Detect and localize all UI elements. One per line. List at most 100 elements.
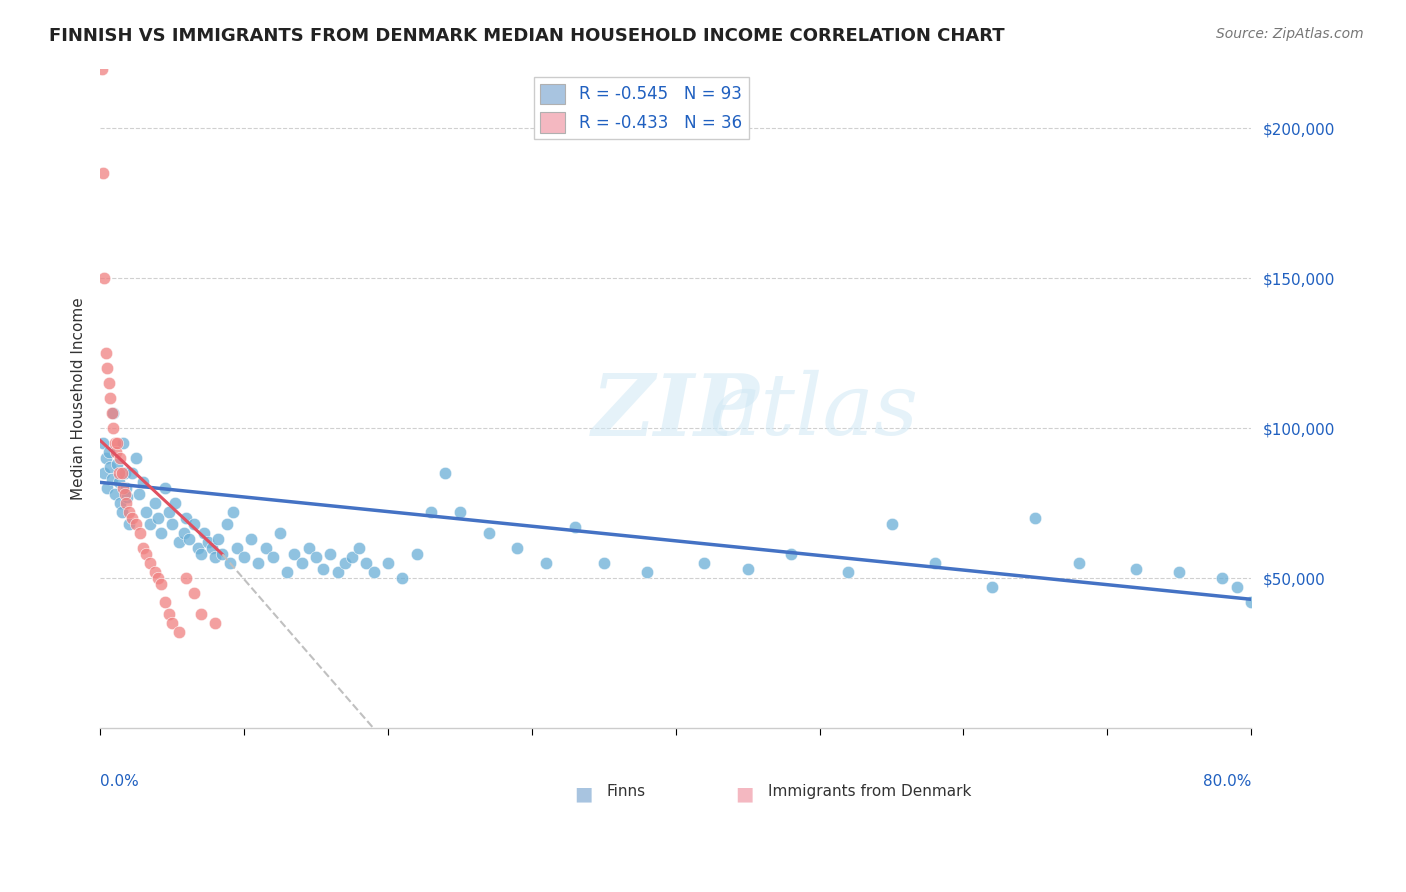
Point	[96, 361, 118, 376]
Point	[225, 541, 247, 556]
Point	[110, 451, 132, 466]
Point	[114, 467, 136, 481]
Point	[190, 607, 212, 622]
Point	[176, 511, 198, 525]
Point	[169, 535, 191, 549]
Point	[94, 451, 117, 466]
Text: atlas: atlas	[709, 370, 918, 453]
Point	[197, 535, 219, 549]
Point	[104, 445, 127, 459]
Point	[135, 547, 157, 561]
Point	[97, 445, 120, 459]
Point	[319, 547, 342, 561]
Point	[132, 541, 155, 556]
Point	[190, 547, 212, 561]
Point	[90, 62, 112, 76]
Point	[405, 547, 427, 561]
Point	[121, 467, 143, 481]
Point	[305, 550, 328, 565]
Point	[163, 496, 186, 510]
Point	[112, 481, 135, 495]
Point	[240, 533, 263, 547]
Point	[94, 346, 117, 360]
Point	[391, 571, 413, 585]
Point	[636, 566, 658, 580]
Point	[160, 517, 183, 532]
Point	[262, 550, 284, 565]
Point	[233, 550, 256, 565]
Point	[153, 595, 176, 609]
Point	[115, 496, 138, 510]
Text: 80.0%: 80.0%	[1204, 774, 1251, 789]
Point	[1125, 562, 1147, 576]
Point	[149, 577, 172, 591]
Point	[880, 517, 903, 532]
Point	[283, 547, 305, 561]
Point	[1067, 557, 1090, 571]
Point	[218, 557, 240, 571]
Point	[173, 526, 195, 541]
Point	[478, 526, 501, 541]
Point	[737, 562, 759, 576]
Point	[118, 517, 141, 532]
Point	[108, 467, 131, 481]
Point	[363, 566, 385, 580]
Point	[111, 505, 134, 519]
Point	[1024, 511, 1046, 525]
Point	[506, 541, 529, 556]
Point	[981, 580, 1004, 594]
Point	[149, 526, 172, 541]
Point	[101, 421, 124, 435]
Point	[105, 458, 128, 472]
Point	[290, 557, 312, 571]
Point	[340, 550, 363, 565]
Point	[326, 566, 349, 580]
Point	[201, 541, 224, 556]
Point	[247, 557, 270, 571]
Point	[146, 511, 169, 525]
Text: 0.0%: 0.0%	[100, 774, 139, 789]
Legend: R = -0.545   N = 93, R = -0.433   N = 36: R = -0.545 N = 93, R = -0.433 N = 36	[534, 77, 748, 139]
Point	[211, 547, 233, 561]
Text: ■: ■	[575, 784, 593, 804]
Point	[121, 511, 143, 525]
Point	[103, 436, 125, 450]
Point	[215, 517, 238, 532]
Point	[139, 557, 162, 571]
Text: FINNISH VS IMMIGRANTS FROM DENMARK MEDIAN HOUSEHOLD INCOME CORRELATION CHART: FINNISH VS IMMIGRANTS FROM DENMARK MEDIA…	[49, 27, 1005, 45]
Point	[221, 505, 243, 519]
Point	[110, 496, 132, 510]
Point	[91, 166, 114, 180]
Point	[592, 557, 614, 571]
Point	[157, 607, 180, 622]
Point	[193, 526, 215, 541]
Point	[153, 481, 176, 495]
Point	[129, 526, 152, 541]
Point	[187, 541, 209, 556]
Point	[1211, 571, 1233, 585]
Point	[125, 451, 148, 466]
Point	[269, 526, 291, 541]
Point	[298, 541, 321, 556]
Point	[837, 566, 859, 580]
Text: Finns: Finns	[606, 784, 645, 799]
Point	[534, 557, 557, 571]
Point	[347, 541, 370, 556]
Point	[183, 517, 205, 532]
Point	[420, 505, 443, 519]
Point	[91, 436, 114, 450]
Point	[128, 487, 150, 501]
Point	[176, 571, 198, 585]
Point	[98, 460, 121, 475]
Point	[93, 467, 115, 481]
Point	[93, 271, 115, 285]
Point	[114, 487, 136, 501]
Point	[179, 533, 201, 547]
Point	[97, 376, 120, 391]
Text: ZIP: ZIP	[592, 370, 759, 453]
Point	[356, 557, 378, 571]
Point	[111, 467, 134, 481]
Point	[204, 616, 226, 631]
Point	[117, 491, 139, 505]
Point	[449, 505, 471, 519]
